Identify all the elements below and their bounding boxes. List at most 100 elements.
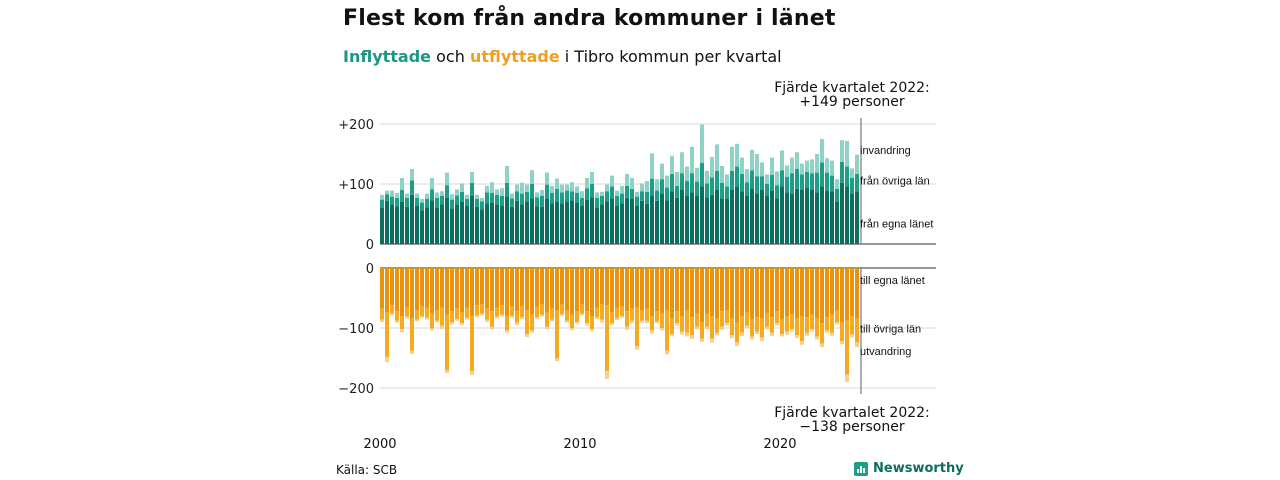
bar-inflow: [380, 199, 384, 208]
bar-inflow: [800, 163, 804, 175]
bar-outflow: [685, 332, 689, 337]
bar-outflow: [380, 268, 384, 309]
bar-outflow: [725, 268, 729, 310]
bar-outflow: [565, 320, 569, 323]
bar-inflow: [720, 198, 724, 244]
bar-outflow: [410, 318, 414, 351]
bar-outflow: [670, 334, 674, 337]
bar-outflow: [635, 268, 639, 308]
bar-inflow: [720, 182, 724, 199]
bar-outflow: [640, 320, 644, 323]
bar-inflow: [620, 193, 624, 204]
bar-outflow: [400, 268, 404, 316]
bar-inflow: [695, 167, 699, 182]
bar-inflow: [510, 198, 514, 207]
bar-inflow: [415, 193, 419, 198]
bar-outflow: [535, 306, 539, 318]
bar-inflow: [750, 170, 754, 189]
bar-inflow: [760, 162, 764, 177]
bar-inflow: [645, 181, 649, 192]
bar-outflow: [800, 316, 804, 342]
bar-outflow: [755, 331, 759, 334]
bar-outflow: [505, 330, 509, 333]
bar-outflow: [425, 268, 429, 308]
bar-outflow: [735, 342, 739, 346]
bar-outflow: [455, 268, 459, 309]
bar-outflow: [560, 304, 564, 315]
bar-outflow: [390, 313, 394, 316]
bar-inflow: [785, 165, 789, 177]
bar-outflow: [605, 268, 609, 306]
bar-outflow: [790, 329, 794, 332]
bar-outflow: [575, 311, 579, 322]
bar-outflow: [390, 268, 394, 306]
bar-outflow: [415, 319, 419, 322]
bar-outflow: [785, 268, 789, 316]
bar-outflow: [710, 338, 714, 343]
bar-inflow: [795, 169, 799, 189]
bar-outflow: [625, 311, 629, 327]
bar-outflow: [445, 370, 449, 373]
bar-inflow: [395, 193, 399, 198]
bar-outflow: [515, 311, 519, 323]
bar-inflow: [730, 146, 734, 171]
bar-outflow: [525, 268, 529, 310]
bar-outflow: [625, 268, 629, 312]
bar-outflow: [405, 316, 409, 319]
bar-outflow: [785, 331, 789, 335]
bar-inflow: [460, 183, 464, 192]
bar-inflow: [500, 188, 504, 196]
bar-outflow: [710, 268, 714, 316]
bar-inflow: [500, 205, 504, 244]
bar-outflow: [740, 316, 744, 333]
bar-inflow: [550, 193, 554, 204]
bar-inflow: [505, 166, 509, 183]
bar-inflow: [425, 193, 429, 199]
bar-inflow: [615, 205, 619, 244]
bar-outflow: [450, 311, 454, 322]
bar-inflow: [405, 193, 409, 198]
bar-outflow: [805, 268, 809, 318]
bar-inflow: [415, 205, 419, 244]
bar-inflow: [410, 169, 414, 181]
bar-inflow: [610, 186, 614, 199]
bar-inflow: [545, 184, 549, 199]
bar-outflow: [420, 306, 424, 316]
bar-outflow: [565, 268, 569, 310]
bar-inflow: [445, 172, 449, 186]
bar-inflow: [395, 197, 399, 207]
bar-inflow: [645, 203, 649, 244]
bar-outflow: [600, 319, 604, 323]
bar-outflow: [490, 326, 494, 330]
bar-outflow: [520, 317, 524, 319]
bar-outflow: [815, 318, 819, 337]
bar-outflow: [500, 305, 504, 315]
bar-inflow: [740, 191, 744, 244]
bar-inflow: [535, 197, 539, 207]
bar-outflow: [750, 319, 754, 337]
bar-outflow: [585, 311, 589, 324]
bar-inflow: [810, 173, 814, 190]
bar-outflow: [385, 356, 389, 363]
bar-inflow: [480, 209, 484, 244]
bar-inflow: [830, 191, 834, 244]
bar-inflow: [730, 190, 734, 244]
bar-outflow: [855, 342, 859, 348]
bar-inflow: [775, 171, 779, 186]
bar-inflow: [565, 184, 569, 191]
bar-outflow: [400, 316, 404, 330]
bar-inflow: [560, 192, 564, 204]
bar-inflow: [430, 189, 434, 201]
y-tick-label-top: +100: [338, 178, 374, 193]
bar-outflow: [580, 304, 584, 314]
bar-inflow: [625, 185, 629, 198]
bar-inflow: [825, 172, 829, 191]
bar-inflow: [640, 191, 644, 201]
bar-outflow: [430, 328, 434, 331]
bar-inflow: [640, 200, 644, 244]
bar-outflow: [495, 316, 499, 319]
bar-outflow: [515, 268, 519, 312]
bar-inflow: [605, 201, 609, 244]
bar-outflow: [540, 304, 544, 315]
bar-inflow: [580, 191, 584, 198]
